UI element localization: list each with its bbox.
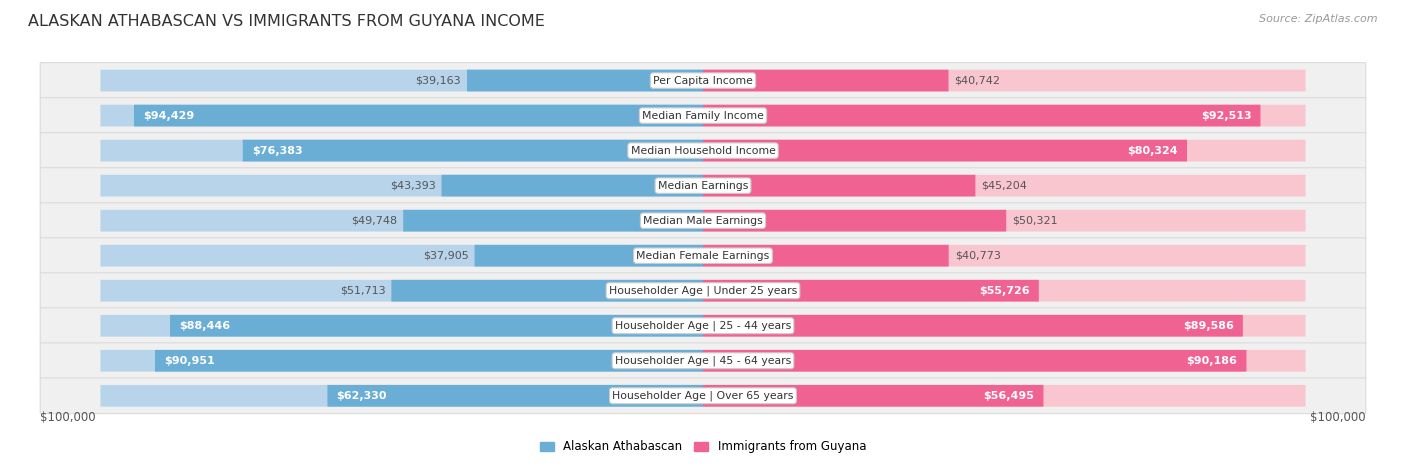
Text: Per Capita Income: Per Capita Income <box>652 76 754 85</box>
FancyBboxPatch shape <box>703 105 1260 127</box>
Text: $55,726: $55,726 <box>979 286 1029 296</box>
Text: $90,951: $90,951 <box>165 356 215 366</box>
Text: Householder Age | 45 - 64 years: Householder Age | 45 - 64 years <box>614 355 792 366</box>
Text: Median Male Earnings: Median Male Earnings <box>643 216 763 226</box>
FancyBboxPatch shape <box>100 70 703 92</box>
FancyBboxPatch shape <box>703 350 1247 372</box>
Text: Median Female Earnings: Median Female Earnings <box>637 251 769 261</box>
Text: $88,446: $88,446 <box>179 321 231 331</box>
FancyBboxPatch shape <box>41 343 1365 379</box>
FancyBboxPatch shape <box>703 210 1007 232</box>
FancyBboxPatch shape <box>703 350 1306 372</box>
FancyBboxPatch shape <box>703 70 1306 92</box>
Text: Householder Age | Under 25 years: Householder Age | Under 25 years <box>609 285 797 296</box>
FancyBboxPatch shape <box>703 175 976 197</box>
Text: Source: ZipAtlas.com: Source: ZipAtlas.com <box>1260 14 1378 24</box>
FancyBboxPatch shape <box>703 245 949 267</box>
FancyBboxPatch shape <box>703 140 1306 162</box>
FancyBboxPatch shape <box>41 273 1365 309</box>
FancyBboxPatch shape <box>703 140 1187 162</box>
FancyBboxPatch shape <box>703 385 1306 407</box>
Text: Householder Age | 25 - 44 years: Householder Age | 25 - 44 years <box>614 320 792 331</box>
Text: $94,429: $94,429 <box>143 111 194 120</box>
FancyBboxPatch shape <box>134 105 703 127</box>
FancyBboxPatch shape <box>100 385 703 407</box>
Text: $43,393: $43,393 <box>389 181 436 191</box>
Text: Median Family Income: Median Family Income <box>643 111 763 120</box>
FancyBboxPatch shape <box>475 245 703 267</box>
Text: $80,324: $80,324 <box>1128 146 1178 156</box>
FancyBboxPatch shape <box>100 105 703 127</box>
Text: $100,000: $100,000 <box>1310 411 1365 424</box>
FancyBboxPatch shape <box>703 245 1306 267</box>
Text: ALASKAN ATHABASCAN VS IMMIGRANTS FROM GUYANA INCOME: ALASKAN ATHABASCAN VS IMMIGRANTS FROM GU… <box>28 14 546 29</box>
FancyBboxPatch shape <box>100 350 703 372</box>
FancyBboxPatch shape <box>703 280 1039 302</box>
FancyBboxPatch shape <box>100 175 703 197</box>
Text: Median Earnings: Median Earnings <box>658 181 748 191</box>
FancyBboxPatch shape <box>703 105 1306 127</box>
FancyBboxPatch shape <box>703 315 1306 337</box>
FancyBboxPatch shape <box>703 210 1306 232</box>
FancyBboxPatch shape <box>404 210 703 232</box>
FancyBboxPatch shape <box>100 315 703 337</box>
FancyBboxPatch shape <box>703 175 1306 197</box>
FancyBboxPatch shape <box>703 385 1043 407</box>
FancyBboxPatch shape <box>170 315 703 337</box>
FancyBboxPatch shape <box>41 203 1365 239</box>
FancyBboxPatch shape <box>100 280 703 302</box>
FancyBboxPatch shape <box>328 385 703 407</box>
FancyBboxPatch shape <box>100 245 703 267</box>
FancyBboxPatch shape <box>100 140 703 162</box>
FancyBboxPatch shape <box>243 140 703 162</box>
Text: $49,748: $49,748 <box>352 216 398 226</box>
Text: $51,713: $51,713 <box>340 286 385 296</box>
Text: $100,000: $100,000 <box>41 411 96 424</box>
FancyBboxPatch shape <box>703 315 1243 337</box>
Text: $76,383: $76,383 <box>252 146 302 156</box>
FancyBboxPatch shape <box>703 70 949 92</box>
Text: $39,163: $39,163 <box>415 76 461 85</box>
FancyBboxPatch shape <box>41 238 1365 274</box>
FancyBboxPatch shape <box>41 308 1365 344</box>
Legend: Alaskan Athabascan, Immigrants from Guyana: Alaskan Athabascan, Immigrants from Guya… <box>534 436 872 458</box>
Text: $50,321: $50,321 <box>1012 216 1057 226</box>
FancyBboxPatch shape <box>41 168 1365 204</box>
FancyBboxPatch shape <box>100 210 703 232</box>
Text: $89,586: $89,586 <box>1182 321 1234 331</box>
Text: $92,513: $92,513 <box>1201 111 1251 120</box>
Text: $40,742: $40,742 <box>955 76 1001 85</box>
Text: $56,495: $56,495 <box>984 391 1035 401</box>
FancyBboxPatch shape <box>41 98 1365 134</box>
FancyBboxPatch shape <box>391 280 703 302</box>
Text: $62,330: $62,330 <box>336 391 387 401</box>
Text: Householder Age | Over 65 years: Householder Age | Over 65 years <box>612 390 794 401</box>
Text: $90,186: $90,186 <box>1187 356 1237 366</box>
FancyBboxPatch shape <box>703 280 1306 302</box>
FancyBboxPatch shape <box>41 63 1365 99</box>
FancyBboxPatch shape <box>441 175 703 197</box>
Text: Median Household Income: Median Household Income <box>630 146 776 156</box>
FancyBboxPatch shape <box>155 350 703 372</box>
FancyBboxPatch shape <box>467 70 703 92</box>
Text: $37,905: $37,905 <box>423 251 468 261</box>
FancyBboxPatch shape <box>41 133 1365 169</box>
Text: $40,773: $40,773 <box>955 251 1001 261</box>
FancyBboxPatch shape <box>41 378 1365 414</box>
Text: $45,204: $45,204 <box>981 181 1028 191</box>
